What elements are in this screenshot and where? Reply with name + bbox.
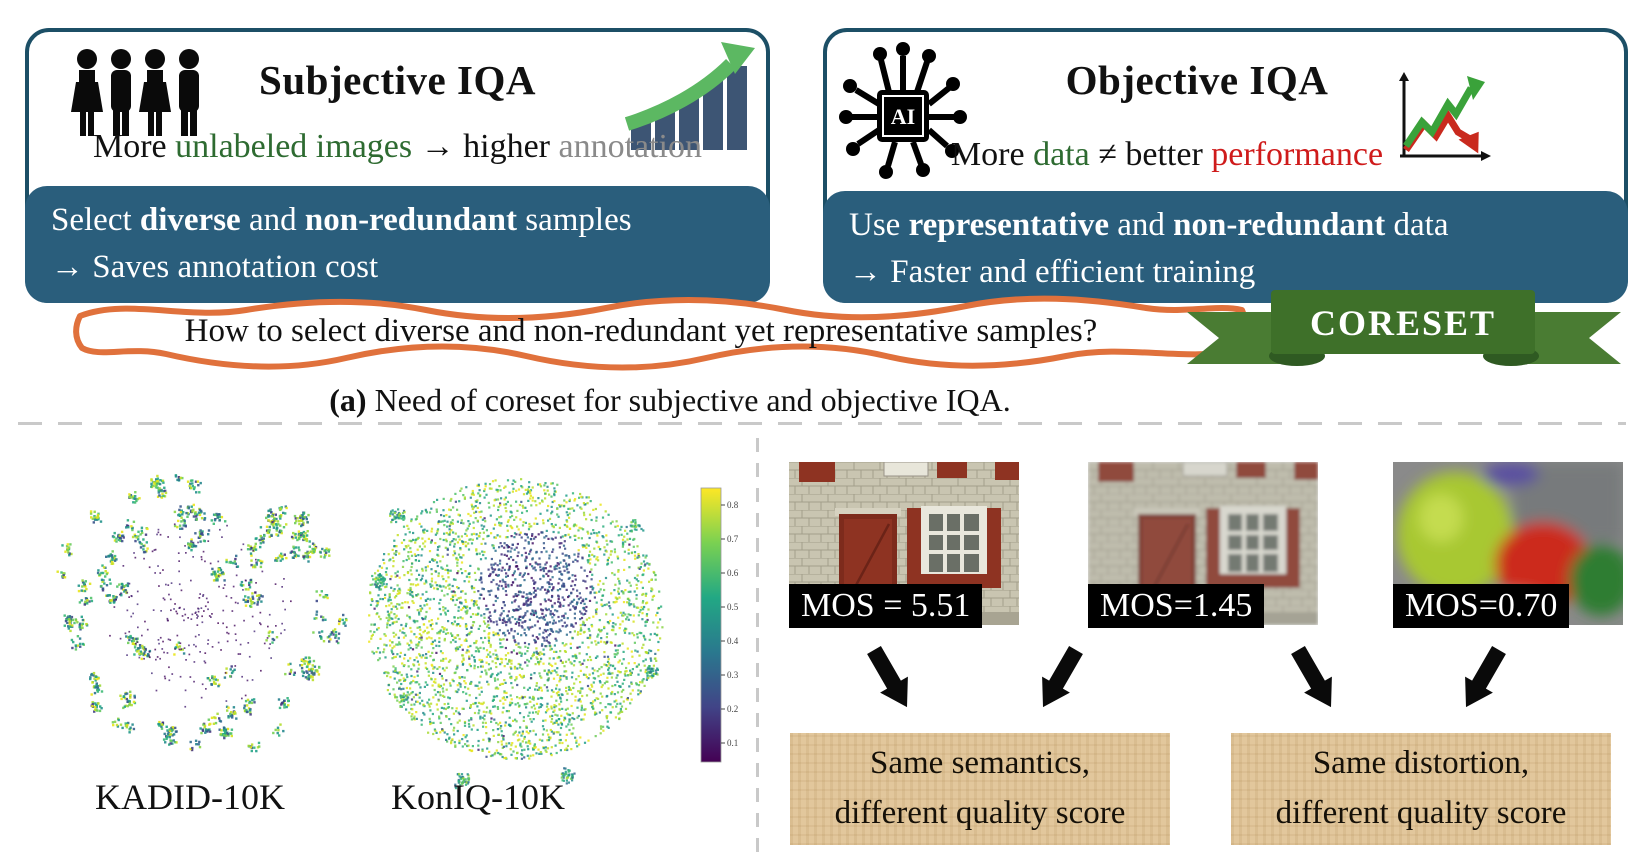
conclusion-1-line2: different quality score <box>834 794 1126 831</box>
conclusion-box-distortion: Same distortion, different quality score <box>1231 733 1611 845</box>
kadid-scatter-plot <box>56 474 348 753</box>
trend-chart-icon <box>1399 72 1491 161</box>
mos-label-2: MOS=1.45 <box>1088 584 1265 628</box>
people-icon <box>71 49 199 136</box>
subjective-fact-line: More unlabeled images → higher annotatio… <box>92 128 703 165</box>
conclusion-2-line1: Same distortion, <box>1312 745 1530 781</box>
figure-caption: (a) Need of coreset for subjective and o… <box>80 382 1260 419</box>
colorbar-tick-labels: 0.80.70.60.50.40.30.20.1 <box>721 500 739 748</box>
objective-fact-line: More data ≠ better performance <box>950 136 1384 173</box>
subjective-action-box: Select diverse and non-redundant samples… <box>25 186 770 303</box>
down-right-arrow-icon <box>1291 646 1332 708</box>
ai-chip-icon: AI <box>839 42 967 179</box>
mos-label-1: MOS = 5.51 <box>789 584 983 628</box>
koniq-label: KonIQ-10K <box>391 777 565 817</box>
down-left-arrow-icon <box>1465 646 1506 708</box>
objective-action-box: Use representative and non-redundant dat… <box>823 191 1628 303</box>
kadid-label: KADID-10K <box>95 777 285 817</box>
caption-prefix: (a) <box>329 382 367 418</box>
subjective-action-line1: Select diverse and non-redundant samples <box>51 202 632 238</box>
down-left-arrow-icon <box>1042 646 1083 708</box>
down-right-arrow-icon <box>867 646 908 708</box>
objective-iqa-panel: AI Objective IQA More data ≠ better perf… <box>823 28 1628 303</box>
viridis-colorbar: 0.80.70.60.50.40.30.20.1 <box>700 487 739 763</box>
subjective-iqa-panel: Subjective IQA More unlabeled images → h… <box>25 28 770 303</box>
caption-text: Need of coreset for subjective and objec… <box>366 382 1011 418</box>
horizontal-divider <box>18 422 1626 425</box>
coreset-ribbon: CORESET <box>1187 290 1621 366</box>
growth-chart-icon <box>625 42 755 150</box>
mos-label-3: MOS=0.70 <box>1393 584 1570 628</box>
subjective-panel-title: Subjective IQA <box>259 57 536 103</box>
conclusion-1-line1: Same semantics, <box>870 745 1090 781</box>
objective-panel-title: Objective IQA <box>1065 57 1329 103</box>
koniq-scatter-plot <box>368 478 664 790</box>
subjective-action-line2: → Saves annotation cost <box>51 248 379 285</box>
banner-question: How to select diverse and non-redundant … <box>184 313 1098 349</box>
vertical-divider <box>756 438 759 854</box>
conclusion-box-semantics: Same semantics, different quality score <box>790 733 1170 845</box>
ai-chip-label: AI <box>891 104 915 129</box>
objective-action-line1: Use representative and non-redundant dat… <box>849 207 1449 243</box>
coreset-ribbon-label: CORESET <box>1310 303 1496 343</box>
objective-action-line2: → Faster and efficient training <box>849 253 1256 290</box>
conclusion-2-line2: different quality score <box>1275 794 1567 831</box>
